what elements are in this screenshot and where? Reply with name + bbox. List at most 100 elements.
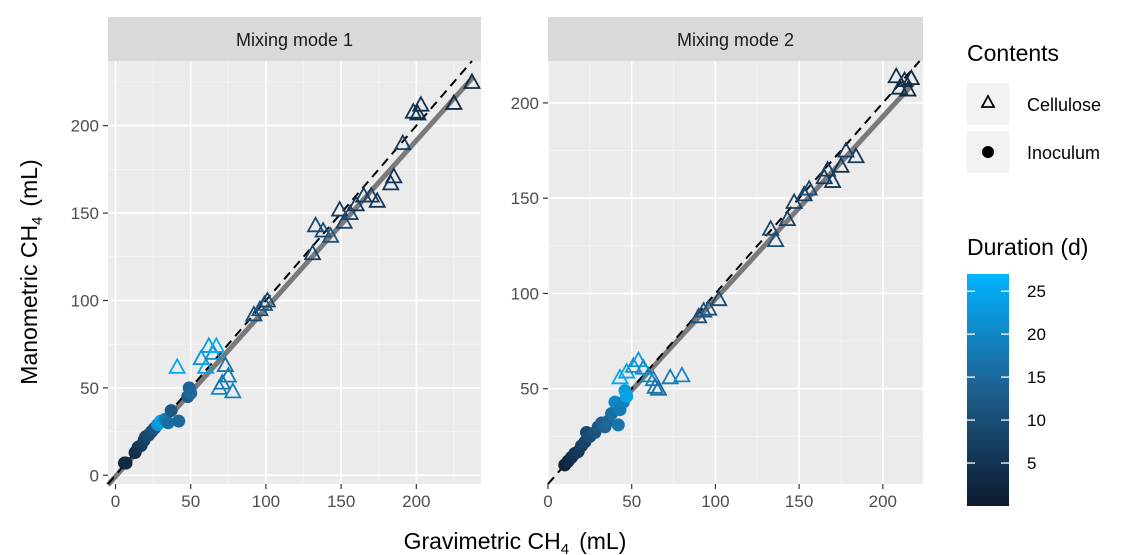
panel-title: Mixing mode 2 (677, 30, 794, 50)
color-bar-tick-label: 5 (1027, 454, 1036, 473)
color-bar-tick-label: 20 (1027, 325, 1046, 344)
panel-mixing-mode-1: Mixing mode 1 0 50 100 150 200 0 50 100 150 200 (71, 17, 482, 511)
data-points (558, 66, 921, 472)
y-tick-label: 200 (71, 117, 99, 136)
cellulose-point (258, 291, 277, 308)
x-tick-label: 100 (252, 492, 280, 511)
inoculum-point (119, 456, 133, 470)
panel-mixing-mode-2: Mixing mode 2 0 50 100 150 200 50 100 150 200 (511, 17, 923, 511)
cellulose-point (306, 215, 325, 233)
cellulose-point (823, 171, 842, 188)
cellulose-point (244, 305, 263, 322)
inoculum-point (611, 418, 625, 432)
x-tick-label: 200 (869, 492, 897, 511)
x-tick-label: 150 (327, 492, 355, 511)
x-tick-label: 0 (543, 492, 552, 511)
strip-background (548, 17, 923, 61)
data-points (118, 72, 482, 470)
cellulose-point (341, 203, 360, 220)
cellulose-point (330, 200, 349, 217)
cellulose-point (368, 191, 387, 208)
legend-title: Duration (d) (967, 234, 1088, 260)
cellulose-point (223, 382, 242, 399)
x-tick-label: 50 (622, 492, 641, 511)
color-bar-tick-label: 15 (1027, 368, 1046, 387)
legend-title: Contents (967, 40, 1059, 66)
y-axis-title: Manometric CH4(mL) (16, 159, 46, 384)
cellulose-point (347, 194, 366, 212)
x-axis-title: Gravimetric CH4 (mL) (404, 528, 627, 555)
y-tick-label: 100 (71, 291, 99, 310)
cellulose-point (462, 72, 482, 89)
cellulose-point (207, 336, 226, 353)
inoculum-point (184, 386, 198, 400)
cellulose-point (709, 289, 728, 307)
cellulose-point (192, 348, 211, 366)
color-bar-tick-label: 25 (1027, 282, 1046, 301)
inoculum-point (620, 389, 634, 403)
color-bar-ticks: 5 10 15 20 25 (967, 282, 1046, 473)
strip-background (108, 17, 481, 61)
x-tick-label: 100 (701, 492, 729, 511)
cellulose-point (661, 367, 680, 385)
legend-label-cellulose: Cellulose (1027, 95, 1101, 115)
cellulose-point (255, 294, 274, 311)
cellulose-point (649, 379, 668, 396)
x-tick-label: 0 (111, 492, 120, 511)
panel-title: Mixing mode 1 (236, 30, 353, 50)
cellulose-point (836, 141, 856, 158)
x-tick-label: 200 (402, 492, 430, 511)
y-tick-label: 50 (80, 379, 99, 398)
cellulose-point (168, 357, 187, 374)
cellulose-point (847, 146, 866, 164)
cellulose-point (393, 133, 412, 151)
cellulose-point (761, 219, 780, 236)
cellulose-point (795, 185, 814, 202)
y-axis-ticks: 0 50 100 150 200 (71, 117, 108, 485)
cellulose-point (902, 68, 921, 86)
color-bar (967, 274, 1009, 506)
y-axis-ticks: 50 100 150 200 (511, 94, 548, 399)
y-tick-label: 0 (90, 466, 99, 485)
x-tick-label: 150 (785, 492, 813, 511)
cellulose-point (610, 367, 630, 385)
cellulose-point (617, 362, 636, 379)
gridlines (108, 61, 481, 484)
cellulose-point (831, 156, 850, 173)
cellulose-point (694, 301, 713, 318)
cellulose-point (634, 358, 653, 375)
legend-label-inoculum: Inoculum (1027, 143, 1100, 163)
cellulose-point (778, 209, 797, 227)
triangle-icon (980, 94, 996, 108)
inoculum-point (164, 404, 178, 418)
cellulose-point (444, 93, 463, 110)
cellulose-point (644, 369, 663, 387)
cellulose-point (216, 355, 235, 373)
y-tick-label: 150 (511, 189, 539, 208)
cellulose-point (624, 356, 643, 373)
y-tick-label: 150 (71, 204, 99, 223)
cellulose-point (314, 221, 333, 238)
color-bar-tick-label: 10 (1027, 411, 1046, 430)
cellulose-point (362, 186, 381, 203)
legend-duration: Duration (d) 5 10 15 20 25 (967, 234, 1088, 506)
cellulose-point (672, 366, 691, 383)
cellulose-point (303, 243, 322, 261)
cellulose-point (895, 70, 914, 87)
inoculum-point (161, 416, 175, 430)
cellulose-point (699, 299, 718, 316)
cellulose-point (629, 350, 648, 368)
cellulose-point (411, 95, 430, 112)
x-tick-label: 50 (181, 492, 200, 511)
cellulose-point (408, 104, 427, 121)
gridlines (547, 61, 923, 484)
x-axis-ticks: 0 50 100 150 200 (111, 484, 431, 511)
cellulose-point (384, 167, 403, 184)
circle-icon (982, 146, 994, 158)
cellulose-point (219, 366, 238, 383)
cellulose-point (887, 66, 906, 84)
inoculum-point (172, 414, 186, 428)
cellulose-point (250, 299, 269, 317)
legend-key-background (967, 83, 1009, 125)
